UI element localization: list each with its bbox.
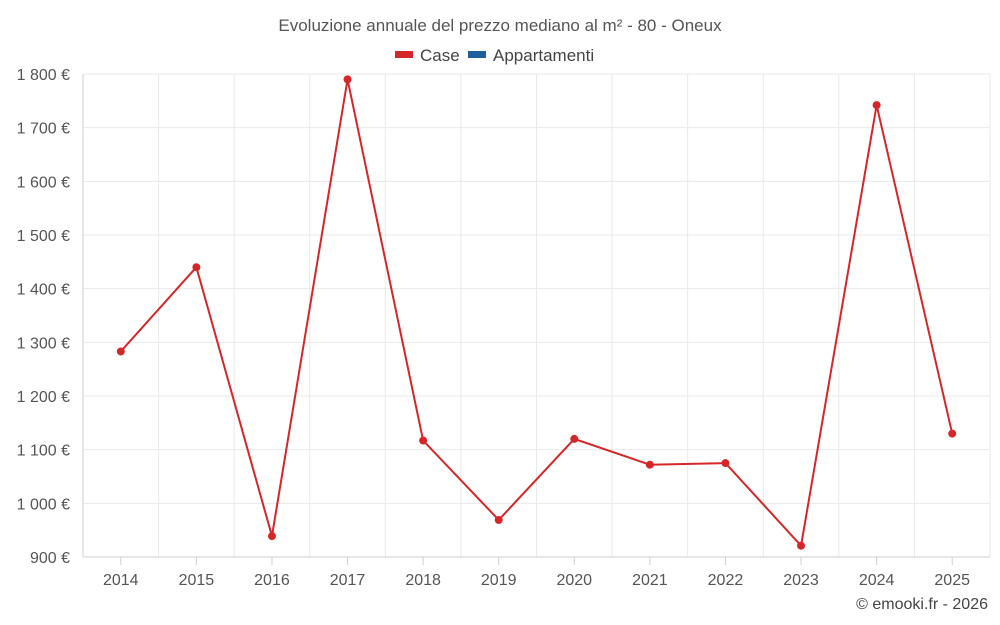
x-tick-label: 2025 xyxy=(934,572,970,589)
data-point[interactable] xyxy=(872,101,881,110)
data-point[interactable] xyxy=(948,429,957,438)
x-tick-label: 2022 xyxy=(708,572,744,589)
data-point[interactable] xyxy=(570,434,579,443)
y-tick-label: 1 400 € xyxy=(17,282,70,299)
chart-title: Evoluzione annuale del prezzo mediano al… xyxy=(278,16,722,35)
x-tick-label: 2024 xyxy=(859,572,895,589)
y-tick-label: 1 200 € xyxy=(17,389,70,406)
data-point[interactable] xyxy=(267,532,276,541)
x-tick-label: 2017 xyxy=(330,572,366,589)
y-tick-label: 1 000 € xyxy=(17,496,70,513)
data-point[interactable] xyxy=(419,436,428,445)
legend-item-label[interactable]: Case xyxy=(420,46,460,65)
data-point[interactable] xyxy=(797,541,806,550)
x-tick-label: 2015 xyxy=(179,572,215,589)
x-tick-label: 2023 xyxy=(783,572,819,589)
legend-item-label[interactable]: Appartamenti xyxy=(493,46,594,65)
data-point[interactable] xyxy=(343,75,352,84)
x-tick-label: 2018 xyxy=(405,572,441,589)
data-point[interactable] xyxy=(192,263,201,272)
grid-layer xyxy=(82,73,991,557)
data-point[interactable] xyxy=(721,459,730,468)
x-tick-label: 2014 xyxy=(103,572,139,589)
legend-swatch xyxy=(468,51,486,58)
y-tick-label: 900 € xyxy=(30,550,70,567)
data-point[interactable] xyxy=(645,460,654,469)
y-tick-label: 1 800 € xyxy=(17,67,70,84)
x-tick-label: 2021 xyxy=(632,572,668,589)
y-tick-label: 1 100 € xyxy=(17,443,70,460)
x-tick-label: 2019 xyxy=(481,572,517,589)
x-tick-label: 2020 xyxy=(556,572,592,589)
series-line-case xyxy=(120,79,954,548)
credit-text: © emooki.fr - 2026 xyxy=(856,596,988,613)
data-point[interactable] xyxy=(116,347,125,356)
data-point[interactable] xyxy=(494,515,503,524)
y-tick-label: 1 600 € xyxy=(17,174,70,191)
y-tick-label: 1 700 € xyxy=(17,121,70,138)
x-tick-label: 2016 xyxy=(254,572,290,589)
y-tick-label: 1 300 € xyxy=(17,335,70,352)
legend: Case Appartamenti xyxy=(395,46,594,65)
axis-layer: 900 € 1 000 € 1 100 € 1 200 € 1 300 € 1 400 €… xyxy=(17,67,990,589)
series-layer xyxy=(116,75,957,550)
legend-swatch xyxy=(395,51,413,58)
y-tick-label: 1 500 € xyxy=(17,228,70,245)
